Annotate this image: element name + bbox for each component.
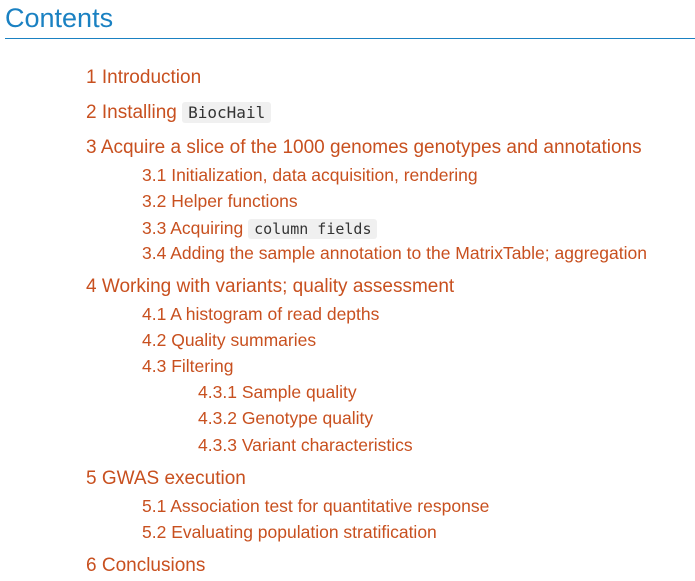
section-label: Adding the sample annotation to the Matr… bbox=[170, 243, 647, 263]
toc-link-installing[interactable]: 2 Installing BiocHail bbox=[86, 102, 272, 124]
toc-link-genotype-quality[interactable]: 4.3.2 Genotype quality bbox=[198, 408, 373, 428]
section-number: 4 bbox=[86, 276, 97, 297]
section-label: Conclusions bbox=[101, 555, 206, 576]
section-label: GWAS execution bbox=[101, 468, 246, 489]
section-number: 3.2 bbox=[142, 191, 167, 211]
toc-link-working-with-variants[interactable]: 4 Working with variants; quality assessm… bbox=[86, 276, 454, 298]
toc-link-initialization[interactable]: 3.1 Initialization, data acquisition, re… bbox=[142, 165, 478, 185]
toc-link-population-stratification[interactable]: 5.2 Evaluating population stratification bbox=[142, 522, 437, 542]
section-number: 3.4 bbox=[142, 243, 167, 263]
section-label: Acquire a slice of the 1000 genomes geno… bbox=[100, 137, 642, 158]
section-label: Evaluating population stratification bbox=[171, 522, 437, 542]
toc-link-filtering[interactable]: 4.3 Filtering bbox=[142, 356, 233, 376]
section-label: Variant characteristics bbox=[241, 435, 413, 455]
section-number: 4.3 bbox=[142, 356, 167, 376]
section-number: 3.1 bbox=[142, 165, 167, 185]
section-label: Initialization, data acquisition, render… bbox=[171, 165, 478, 185]
section-number: 5.1 bbox=[142, 496, 167, 516]
toc-link-conclusions[interactable]: 6 Conclusions bbox=[86, 555, 205, 577]
toc-link-helper-functions[interactable]: 3.2 Helper functions bbox=[142, 191, 298, 211]
section-number: 4.3.2 bbox=[198, 408, 237, 428]
section-label: Installing bbox=[101, 102, 177, 123]
section-number: 4.3.1 bbox=[198, 382, 237, 402]
section-number: 2 bbox=[86, 102, 97, 123]
toc-link-association-test[interactable]: 5.1 Association test for quantitative re… bbox=[142, 496, 489, 516]
toc-link-sample-annotation[interactable]: 3.4 Adding the sample annotation to the … bbox=[142, 243, 647, 263]
section-label: Introduction bbox=[101, 67, 202, 88]
section-label: Helper functions bbox=[171, 191, 298, 211]
toc-link-gwas-execution[interactable]: 5 GWAS execution bbox=[86, 468, 246, 490]
toc-link-sample-quality[interactable]: 4.3.1 Sample quality bbox=[198, 382, 357, 402]
section-number: 1 bbox=[86, 67, 97, 88]
section-label: Sample quality bbox=[241, 382, 357, 402]
section-number: 3 bbox=[86, 137, 97, 158]
section-label: Filtering bbox=[171, 356, 234, 376]
toc-link-quality-summaries[interactable]: 4.2 Quality summaries bbox=[142, 330, 316, 350]
section-label: Association test for quantitative respon… bbox=[170, 496, 490, 516]
section-label: Working with variants; quality assessmen… bbox=[101, 276, 455, 297]
toc-link-acquire-slice[interactable]: 3 Acquire a slice of the 1000 genomes ge… bbox=[86, 137, 642, 159]
section-label: A histogram of read depths bbox=[170, 304, 380, 324]
section-number: 3.3 bbox=[142, 218, 167, 238]
section-number: 5 bbox=[86, 468, 97, 489]
toc-link-introduction[interactable]: 1 Introduction bbox=[86, 67, 201, 89]
inline-code: column fields bbox=[248, 219, 378, 239]
section-number: 5.2 bbox=[142, 522, 167, 542]
toc-link-histogram-read-depths[interactable]: 4.1 A histogram of read depths bbox=[142, 304, 379, 324]
toc-link-variant-characteristics[interactable]: 4.3.3 Variant characteristics bbox=[198, 435, 413, 455]
section-number: 4.3.3 bbox=[198, 435, 237, 455]
section-number: 6 bbox=[86, 555, 97, 576]
section-label: Quality summaries bbox=[171, 330, 317, 350]
toc-link-acquiring-column-fields[interactable]: 3.3 Acquiring column fields bbox=[142, 218, 378, 239]
section-number: 4.2 bbox=[142, 330, 167, 350]
section-label: Acquiring bbox=[170, 218, 244, 238]
section-number: 4.1 bbox=[142, 304, 167, 324]
title-divider bbox=[5, 38, 695, 39]
inline-code: BiocHail bbox=[182, 102, 272, 123]
toc-title: Contents bbox=[5, 3, 114, 33]
section-label: Genotype quality bbox=[241, 408, 374, 428]
